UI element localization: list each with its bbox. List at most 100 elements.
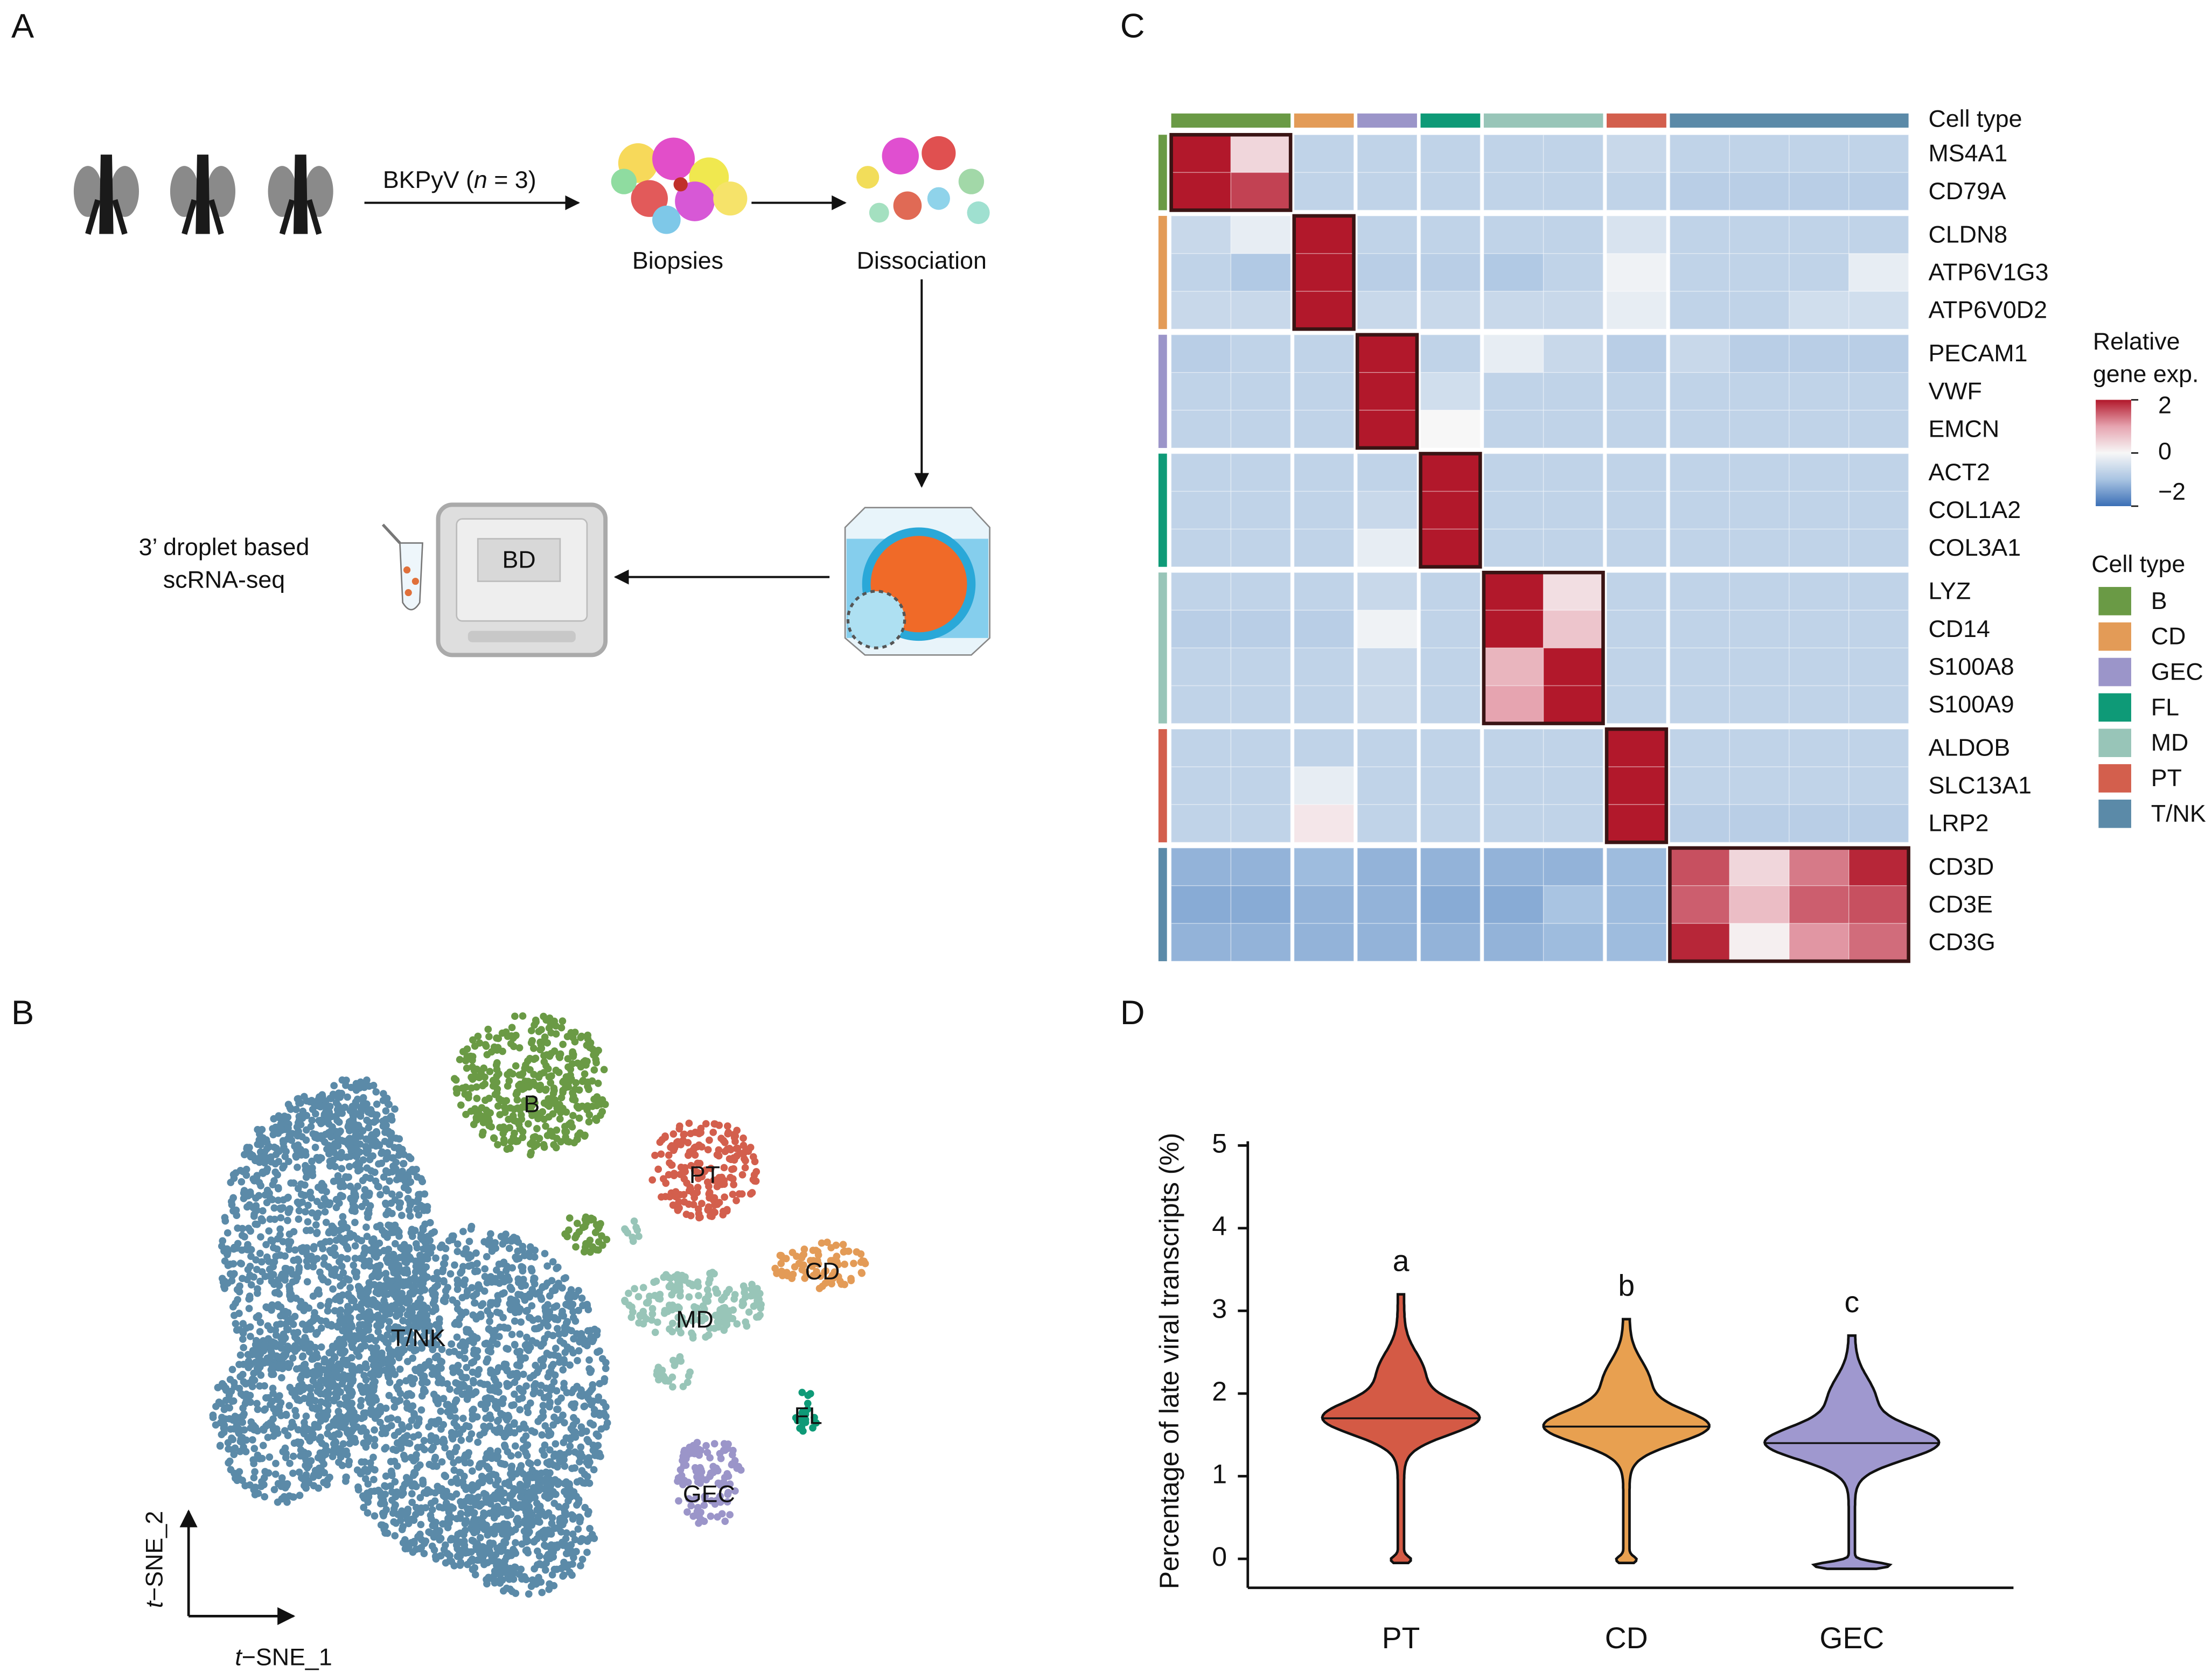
tsne-point <box>556 1115 564 1123</box>
tsne-point <box>582 1427 590 1435</box>
tsne-point <box>517 1483 524 1491</box>
tsne-point <box>347 1119 355 1128</box>
tsne-point <box>560 1356 568 1364</box>
heatmap-cell <box>1293 528 1355 568</box>
tsne-point <box>350 1262 358 1269</box>
tsne-point <box>473 1540 482 1548</box>
tsne-point <box>439 1277 448 1285</box>
tsne-point <box>411 1268 420 1276</box>
heatmap-cell <box>1848 334 1909 373</box>
tsne-point <box>252 1194 260 1202</box>
tsne-point <box>371 1426 378 1434</box>
tsne-point <box>461 1527 469 1535</box>
tsne-point <box>481 1272 489 1280</box>
tsne-point <box>357 1103 365 1111</box>
tsne-point <box>453 1248 462 1256</box>
tsne-point <box>526 1290 534 1298</box>
tsne-point <box>559 1538 566 1546</box>
heatmap-cell <box>1420 172 1481 211</box>
tsne-point <box>521 1065 529 1072</box>
tsne-point <box>412 1240 420 1248</box>
tsne-point <box>266 1453 274 1461</box>
tsne-point <box>431 1303 439 1311</box>
tsne-point <box>398 1491 406 1499</box>
heatmap-cell <box>1606 372 1667 411</box>
tsne-point <box>542 1062 550 1070</box>
tsne-point <box>527 1265 535 1273</box>
tsne-point <box>455 1456 463 1464</box>
tsne-point <box>512 1090 520 1098</box>
tsne-point <box>437 1535 445 1542</box>
tsne-point <box>756 1311 764 1319</box>
tsne-point <box>395 1203 403 1212</box>
tsne-point <box>236 1438 245 1445</box>
tsne-point <box>413 1422 421 1430</box>
tsne-point <box>713 1151 721 1159</box>
tsne-point <box>560 1380 568 1388</box>
tsne-point <box>297 1446 305 1454</box>
tsne-point <box>338 1178 346 1185</box>
tsne-point <box>271 1168 280 1176</box>
tsne-point <box>262 1303 270 1311</box>
tsne-point <box>290 1439 298 1447</box>
tsne-point <box>524 1409 532 1417</box>
tsne-point <box>260 1426 268 1434</box>
tsne-point <box>224 1249 232 1256</box>
tsne-point <box>498 1460 506 1468</box>
tsne-point <box>535 1481 543 1489</box>
tsne-point <box>437 1552 445 1560</box>
tsne-point <box>221 1277 229 1285</box>
tsne-point <box>382 1107 390 1115</box>
tsne-point <box>566 1442 574 1450</box>
tsne-point <box>486 1509 494 1517</box>
tsne-point <box>256 1328 264 1335</box>
tsne-point <box>330 1178 338 1185</box>
tsne-point <box>230 1270 238 1278</box>
tsne-point <box>246 1292 254 1300</box>
tsne-point <box>563 1233 571 1241</box>
tsne-point <box>481 1265 489 1273</box>
tsne-point <box>850 1259 857 1268</box>
tsne-point <box>363 1233 371 1241</box>
heatmap-cell <box>1170 491 1232 530</box>
heatmap-cell <box>1230 372 1291 411</box>
tsne-point <box>728 1451 736 1459</box>
tsne-point <box>470 1346 478 1354</box>
tsne-point <box>249 1203 257 1212</box>
heatmap-cell <box>1357 172 1418 211</box>
tsne-point <box>549 1548 557 1556</box>
tsne-point <box>518 1394 526 1402</box>
tsne-point <box>410 1375 418 1383</box>
tsne-point <box>789 1270 797 1278</box>
tsne-point <box>687 1130 695 1138</box>
tsne-point <box>235 1361 243 1368</box>
tsne-point <box>477 1069 485 1077</box>
tsne-point <box>720 1164 728 1172</box>
tsne-point <box>705 1190 713 1198</box>
tsne-point <box>431 1522 439 1530</box>
tsne-point <box>545 1073 553 1081</box>
heatmap-cell <box>1729 610 1790 649</box>
tsne-point <box>376 1320 385 1328</box>
tsne-point <box>704 1146 712 1154</box>
tsne-point <box>273 1245 281 1253</box>
tsne-point <box>577 1386 585 1394</box>
tsne-point <box>506 1564 514 1572</box>
tsne-point <box>537 1382 545 1389</box>
tsne-point <box>573 1548 580 1556</box>
tsne-point <box>534 1459 541 1467</box>
tsne-point <box>731 1291 739 1299</box>
tsne-point <box>304 1201 312 1209</box>
heatmap-cell <box>1848 372 1909 411</box>
tsne-point <box>722 1322 729 1330</box>
tsne-point <box>291 1313 299 1320</box>
tsne-point <box>484 1381 491 1389</box>
tsne-point <box>331 1369 339 1377</box>
tsne-point <box>346 1314 354 1322</box>
tsne-point <box>303 1097 311 1105</box>
tsne-point <box>542 1475 550 1482</box>
tsne-point <box>581 1057 589 1065</box>
tsne-point <box>540 1319 548 1327</box>
tsne-point <box>457 1558 465 1566</box>
heatmap-cell <box>1230 410 1291 449</box>
